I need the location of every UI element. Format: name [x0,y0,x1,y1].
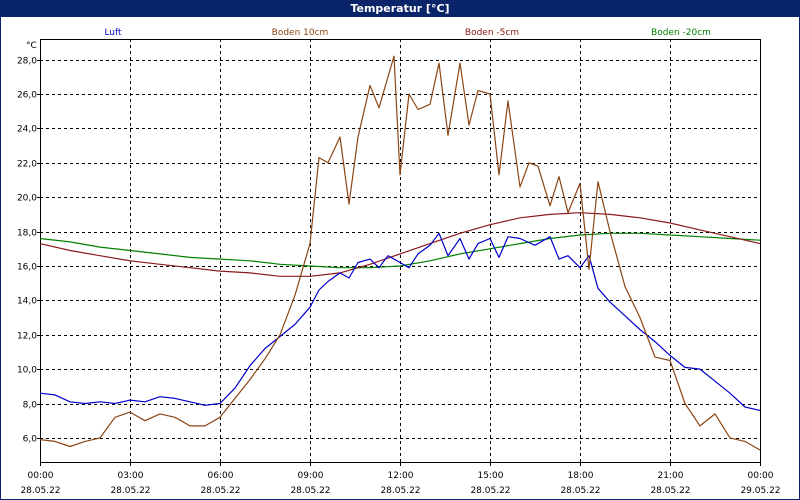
x-tick-label-date: 28.05.22 [470,486,510,496]
x-tick-label-date: 28.05.22 [560,486,600,496]
x-tick-label-time: 21:00 [658,471,684,481]
legend-entry: Boden -20cm [651,28,711,38]
y-tick-label: 20,0 [17,194,37,204]
x-tick-label-date: 28.05.22 [650,486,690,496]
y-tick-label: 10,0 [17,366,37,376]
x-tick-label-time: 00:00 [28,471,54,481]
y-tick-label: 14,0 [17,297,37,307]
y-tick-label: 12,0 [17,332,37,342]
x-tick-label-time: 00:00 [748,471,774,481]
x-tick-label-date: 28.05.22 [110,486,150,496]
series-line [39,212,761,277]
x-tick-label-date: 28.05.22 [200,486,240,496]
x-tick-label-time: 15:00 [478,471,504,481]
legend-entry: Boden 10cm [272,28,329,38]
y-tick-label: 24,0 [17,125,37,135]
y-tick-label: 6,0 [23,435,38,445]
y-tick-label: 28,0 [17,57,37,67]
y-tick-label: 22,0 [17,160,37,170]
y-axis-label: °C [26,41,37,51]
x-tick-label-date: 29.05.22 [740,486,780,496]
legend-entry: Luft [104,28,122,38]
legend-entry: Boden -5cm [465,28,519,38]
x-tick-label-time: 03:00 [118,471,144,481]
x-tick-label-time: 09:00 [298,471,324,481]
x-tick-label-time: 18:00 [568,471,594,481]
x-tick-label-date: 28.05.22 [380,486,420,496]
x-tick-label-time: 12:00 [388,471,414,481]
y-tick-label: 18,0 [17,229,37,239]
x-tick-label-time: 06:00 [208,471,234,481]
x-tick-label-date: 28.05.22 [20,486,60,496]
y-tick-label: 8,0 [23,401,38,411]
y-tick-label: 26,0 [17,91,37,101]
y-tick-label: 16,0 [17,263,37,273]
series-line [39,232,761,411]
chart-title: Temperatur [°C] [1,1,799,17]
x-tick-label-date: 28.05.22 [290,486,330,496]
series-line [39,55,761,451]
series-line [39,232,761,269]
